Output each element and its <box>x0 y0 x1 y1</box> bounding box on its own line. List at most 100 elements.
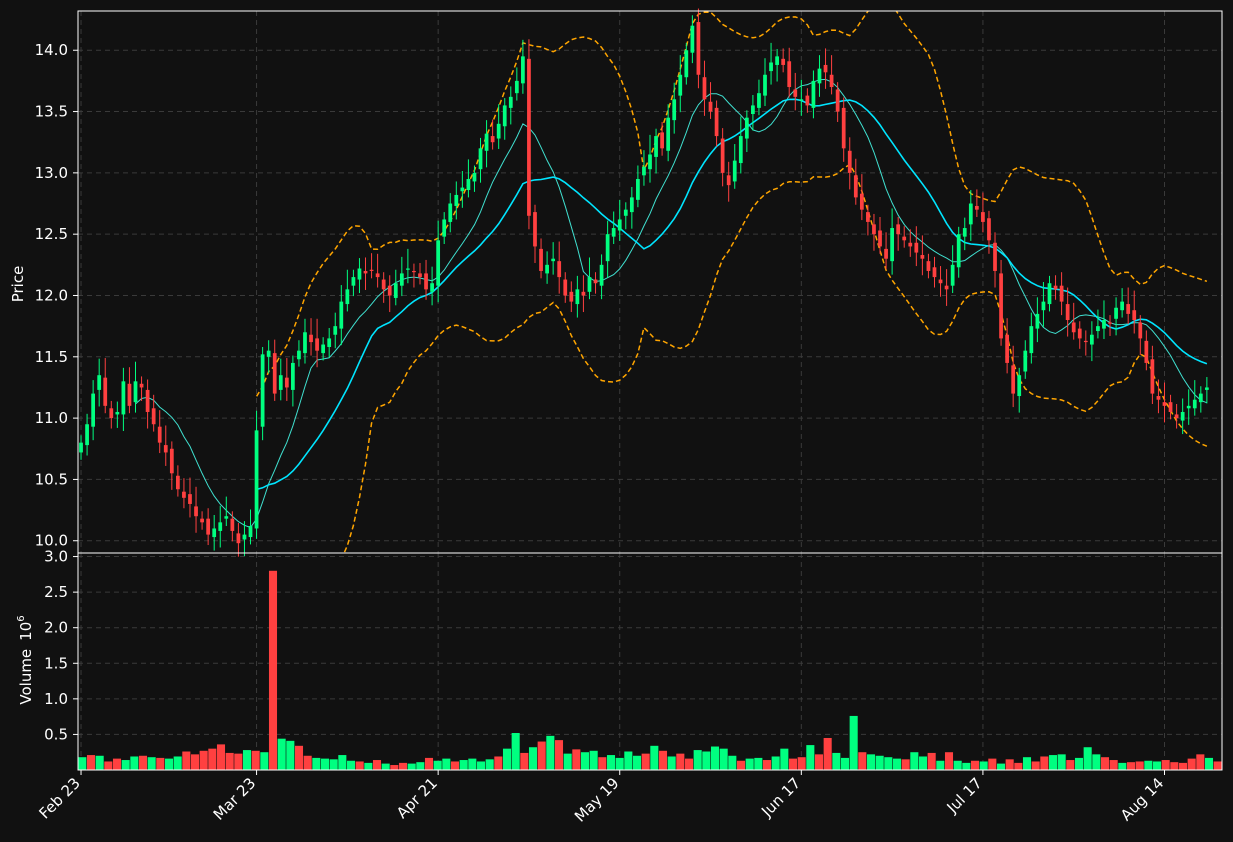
volume-bar <box>502 748 512 770</box>
candle-body <box>629 197 634 213</box>
volume-plot-frame <box>77 552 1223 771</box>
volume-bar <box>814 754 824 770</box>
candle-body <box>393 283 398 298</box>
candle-body <box>859 193 864 210</box>
volume-bar <box>1092 754 1101 770</box>
volume-bar <box>1170 762 1179 770</box>
volume-bar <box>320 758 330 770</box>
candle-body <box>751 105 755 115</box>
volume-bar <box>1144 760 1153 770</box>
volume-bar <box>736 760 746 770</box>
volume-axis-title: Volume 106 <box>16 615 35 704</box>
candle-body <box>248 526 253 538</box>
candle-body <box>1059 285 1064 302</box>
volume-bar <box>797 757 806 770</box>
volume-bar <box>1048 755 1058 770</box>
candle-body <box>127 383 132 406</box>
candle-body <box>1108 322 1112 324</box>
candle-body <box>496 123 501 139</box>
volume-bar <box>398 762 408 770</box>
candle-body <box>514 80 519 94</box>
candle-body <box>841 107 846 149</box>
price-axis-title: Price <box>9 266 27 303</box>
volume-bar <box>1100 757 1110 770</box>
volume-bar <box>606 755 616 770</box>
candle-body <box>1156 396 1161 400</box>
volume-bar <box>294 745 304 770</box>
candle-body <box>1077 328 1082 339</box>
candle-body <box>182 491 186 498</box>
candle-body <box>623 209 628 216</box>
volume-bar <box>658 750 668 770</box>
volume-bar <box>936 760 945 770</box>
volume-bar <box>303 755 312 770</box>
candle-body <box>884 248 888 259</box>
volume-tick-label: 3.0 <box>44 548 68 566</box>
volume-bar <box>338 755 347 770</box>
candle-body <box>872 224 876 235</box>
candle-body <box>587 277 592 292</box>
volume-bar <box>901 759 910 770</box>
volume-bar <box>884 757 893 770</box>
volume-bar <box>130 756 139 770</box>
volume-bar <box>667 756 676 770</box>
candle-body <box>478 148 483 170</box>
candle-body <box>260 354 265 427</box>
candle-body <box>708 101 713 112</box>
candle-body <box>605 234 610 262</box>
candle-body <box>333 326 338 335</box>
volume-bar <box>641 753 650 770</box>
candle-body <box>829 74 834 88</box>
volume-bar <box>962 762 971 770</box>
price-tick-label: 10.5 <box>35 470 68 488</box>
candle-body <box>230 518 235 531</box>
candle-body <box>121 381 126 415</box>
volume-bar <box>450 761 460 770</box>
volume-bar <box>1014 762 1023 770</box>
price-tick-label: 14.0 <box>35 41 68 59</box>
candle-body <box>418 273 422 278</box>
candle-body <box>224 516 229 519</box>
candle-body <box>611 228 616 237</box>
candle-body <box>539 248 543 271</box>
price-tick-label: 12.5 <box>35 225 68 243</box>
candle-body <box>242 534 247 540</box>
volume-bar <box>849 715 858 770</box>
candle-body <box>878 230 882 247</box>
price-tick-label: 10.0 <box>35 532 68 550</box>
volume-bar <box>86 755 96 770</box>
volume-bar <box>823 737 832 770</box>
volume-panel: 0.5 1.0 1.5 2.0 2.5 3.0 Volume 106 <box>16 548 1223 771</box>
volume-bar <box>199 750 208 770</box>
volume-bar <box>147 757 156 770</box>
candle-body <box>85 424 89 446</box>
lower-band-line <box>343 163 1208 553</box>
volume-bar <box>268 570 278 770</box>
candle-body <box>726 175 731 186</box>
volume-bar <box>468 758 477 770</box>
volume-bar <box>346 760 356 770</box>
ma-short-line <box>135 78 1208 529</box>
candle-body <box>781 58 786 65</box>
volume-bar <box>182 751 191 770</box>
candle-body <box>1096 326 1100 332</box>
candle-body <box>569 291 574 302</box>
candle-body <box>115 411 120 415</box>
volume-bar <box>208 748 217 770</box>
volume-bar <box>589 750 598 770</box>
candle-body <box>412 270 416 273</box>
upper-band-line <box>255 11 1208 397</box>
candle-body <box>430 283 434 292</box>
volume-bar <box>78 757 87 770</box>
volume-bar <box>1204 757 1214 770</box>
volume-bar <box>372 760 382 770</box>
volume-bar <box>242 750 252 770</box>
candle-body <box>775 56 779 65</box>
candle-body <box>369 269 374 271</box>
candle-body <box>351 277 356 286</box>
candle-body <box>97 375 102 390</box>
volume-bar <box>693 750 702 770</box>
volume-bar <box>459 760 468 770</box>
volume-bar <box>710 746 720 770</box>
candle-body <box>381 279 386 290</box>
